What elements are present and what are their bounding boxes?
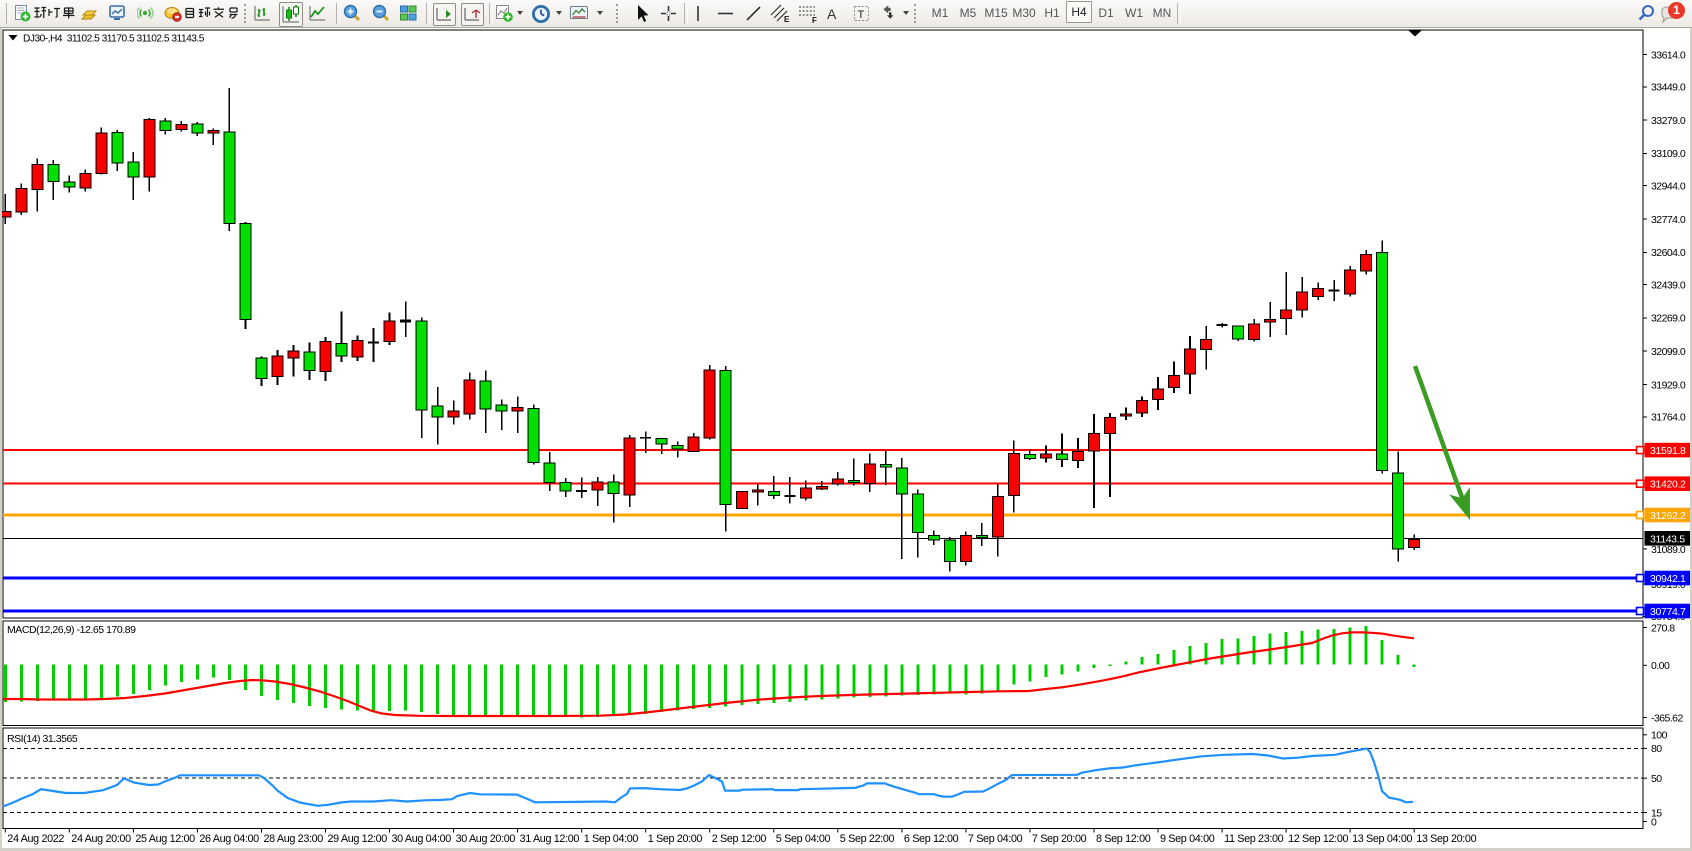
svg-text:12 Sep 12:00: 12 Sep 12:00	[1288, 833, 1348, 845]
svg-text:26 Aug 04:00: 26 Aug 04:00	[199, 833, 259, 845]
svg-text:31089.0: 31089.0	[1651, 544, 1686, 556]
svg-text:50: 50	[1651, 773, 1662, 785]
svg-text:13 Sep 04:00: 13 Sep 04:00	[1352, 833, 1412, 845]
svg-text:7 Sep 04:00: 7 Sep 04:00	[968, 833, 1023, 845]
svg-text:F: F	[812, 16, 817, 24]
svg-text:T: T	[858, 9, 865, 21]
svg-text:30 Aug 20:00: 30 Aug 20:00	[456, 833, 516, 845]
svg-text:33449.0: 33449.0	[1651, 82, 1686, 94]
svg-text:7 Sep 20:00: 7 Sep 20:00	[1032, 833, 1087, 845]
svg-text:1 Sep 04:00: 1 Sep 04:00	[584, 833, 639, 845]
svg-text:28 Aug 23:00: 28 Aug 23:00	[264, 833, 324, 845]
svg-text:2 Sep 12:00: 2 Sep 12:00	[712, 833, 767, 845]
svg-text:33279.0: 33279.0	[1651, 115, 1686, 127]
svg-text:31262.2: 31262.2	[1650, 510, 1686, 522]
svg-text:5 Sep 04:00: 5 Sep 04:00	[776, 833, 831, 845]
svg-text:0: 0	[1651, 816, 1657, 828]
svg-text:24 Aug 20:00: 24 Aug 20:00	[71, 833, 131, 845]
svg-text:31929.0: 31929.0	[1651, 379, 1686, 391]
svg-text:15: 15	[1651, 807, 1662, 819]
svg-text:32099.0: 32099.0	[1651, 346, 1686, 358]
svg-text:0.00: 0.00	[1651, 660, 1670, 672]
svg-text:-365.62: -365.62	[1651, 712, 1683, 724]
svg-text:32439.0: 32439.0	[1651, 279, 1686, 291]
svg-text:30 Aug 04:00: 30 Aug 04:00	[392, 833, 452, 845]
svg-text:9 Sep 04:00: 9 Sep 04:00	[1160, 833, 1215, 845]
svg-text:5 Sep 22:00: 5 Sep 22:00	[840, 833, 895, 845]
svg-text:33109.0: 33109.0	[1651, 148, 1686, 160]
svg-text:29 Aug 12:00: 29 Aug 12:00	[328, 833, 388, 845]
svg-text:32604.0: 32604.0	[1651, 247, 1686, 259]
svg-text:25 Aug 12:00: 25 Aug 12:00	[135, 833, 195, 845]
svg-text:31764.0: 31764.0	[1651, 412, 1686, 424]
svg-text:1 Sep 20:00: 1 Sep 20:00	[648, 833, 703, 845]
svg-text:8 Sep 12:00: 8 Sep 12:00	[1096, 833, 1151, 845]
svg-text:31591.8: 31591.8	[1650, 445, 1686, 457]
svg-text:270.8: 270.8	[1651, 622, 1675, 634]
svg-text:31143.5: 31143.5	[1650, 533, 1685, 545]
svg-text:11 Sep 23:00: 11 Sep 23:00	[1224, 833, 1284, 845]
svg-text:DJ30-,H4 31102.5 31170.5 3110: DJ30-,H4 31102.5 31170.5 31102.5 31143.5	[23, 34, 205, 45]
svg-text:6 Sep 12:00: 6 Sep 12:00	[904, 833, 959, 845]
svg-text:32944.0: 32944.0	[1651, 181, 1686, 193]
svg-text:32774.0: 32774.0	[1651, 214, 1686, 226]
svg-text:31 Aug 12:00: 31 Aug 12:00	[520, 833, 580, 845]
svg-text:RSI(14) 31.3565: RSI(14) 31.3565	[7, 733, 78, 745]
svg-text:31420.2: 31420.2	[1650, 479, 1686, 491]
svg-text:E: E	[784, 15, 790, 24]
svg-text:80: 80	[1651, 743, 1662, 755]
svg-text:13 Sep 20:00: 13 Sep 20:00	[1416, 833, 1476, 845]
svg-text:24 Aug 2022: 24 Aug 2022	[7, 833, 64, 845]
svg-text:32269.0: 32269.0	[1651, 313, 1686, 325]
svg-text:30774.7: 30774.7	[1650, 606, 1686, 618]
svg-text:100: 100	[1651, 730, 1668, 742]
svg-text:33614.0: 33614.0	[1651, 49, 1686, 61]
svg-text:MACD(12,26,9) -12.65 170.89: MACD(12,26,9) -12.65 170.89	[7, 624, 136, 636]
svg-text:30942.1: 30942.1	[1650, 573, 1686, 585]
